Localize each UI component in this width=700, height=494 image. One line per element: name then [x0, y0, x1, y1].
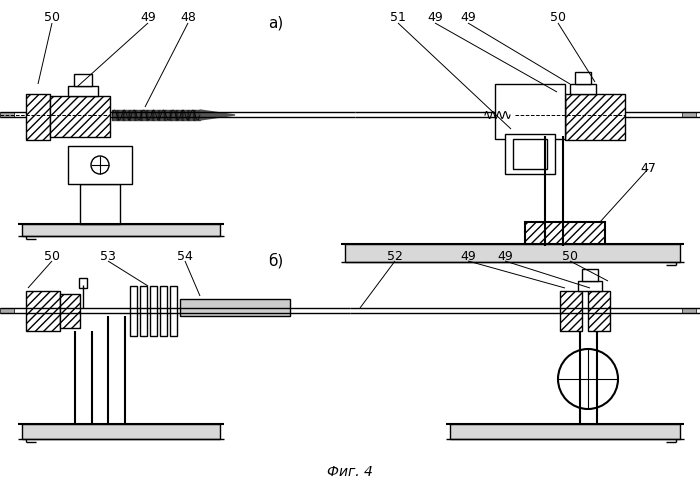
Bar	[130, 286, 137, 336]
Text: 51: 51	[390, 11, 406, 25]
Bar	[68, 146, 132, 184]
Bar	[505, 134, 555, 174]
Bar	[79, 278, 87, 288]
Text: 49: 49	[497, 249, 513, 262]
Bar	[450, 424, 680, 439]
Bar	[60, 294, 80, 328]
Text: 53: 53	[100, 249, 116, 262]
Bar	[345, 244, 680, 262]
Text: 50: 50	[562, 249, 578, 262]
Bar	[565, 94, 625, 140]
Text: 49: 49	[460, 11, 476, 25]
Text: 48: 48	[180, 11, 196, 25]
Text: 49: 49	[427, 11, 443, 25]
Bar	[575, 72, 591, 84]
Bar	[180, 299, 290, 316]
Bar	[150, 286, 157, 336]
Bar	[26, 94, 50, 140]
Text: 50: 50	[44, 11, 60, 25]
Bar	[22, 224, 220, 236]
Text: 52: 52	[387, 249, 403, 262]
Text: 49: 49	[460, 249, 476, 262]
Bar	[140, 286, 147, 336]
Bar	[560, 291, 582, 331]
Bar	[26, 291, 60, 331]
Bar	[570, 84, 596, 94]
Bar	[160, 286, 167, 336]
Bar	[682, 308, 696, 313]
Bar	[495, 84, 565, 139]
Bar	[0, 112, 14, 117]
Bar	[170, 286, 177, 336]
Text: б): б)	[268, 253, 284, 269]
Text: 50: 50	[44, 249, 60, 262]
Text: 54: 54	[177, 249, 193, 262]
Bar	[515, 97, 565, 136]
Bar	[80, 184, 120, 224]
Text: а): а)	[268, 15, 284, 31]
Bar	[588, 291, 610, 331]
Bar	[74, 74, 92, 86]
Text: 49: 49	[140, 11, 156, 25]
Bar	[513, 139, 547, 169]
Text: 47: 47	[640, 163, 656, 175]
Bar	[50, 96, 110, 137]
Bar	[0, 308, 14, 313]
Bar	[22, 424, 220, 439]
Bar	[578, 281, 602, 291]
Text: 50: 50	[550, 11, 566, 25]
Bar	[525, 222, 605, 246]
Bar	[582, 269, 598, 281]
Bar	[68, 86, 98, 96]
Bar	[682, 112, 696, 117]
Polygon shape	[200, 110, 235, 120]
Text: Фиг. 4: Фиг. 4	[327, 465, 373, 479]
